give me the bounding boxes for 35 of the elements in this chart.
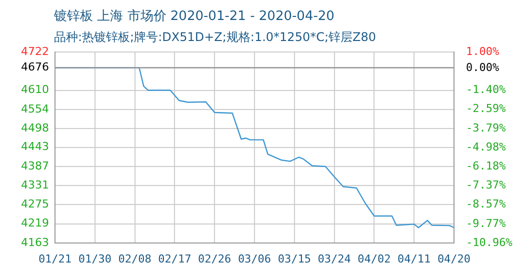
x-tick-label: 02/26 xyxy=(198,252,232,266)
y-tick-label: 4610 xyxy=(21,83,49,96)
x-tick-label: 04/11 xyxy=(398,252,431,266)
x-tick-label: 02/08 xyxy=(118,252,152,266)
y2-tick-label: -2.59% xyxy=(466,102,506,116)
y2-tick-label: -10.96% xyxy=(466,236,513,249)
x-tick-label: 01/30 xyxy=(78,252,112,266)
y2-tick-label: -7.37% xyxy=(466,178,506,192)
y2-tick-label: 0.00% xyxy=(466,60,500,74)
y-tick-label: 4219 xyxy=(21,216,49,230)
y2-tick-label: -9.77% xyxy=(466,216,506,230)
y2-tick-label: -3.79% xyxy=(466,121,506,134)
y2-tick-label: -6.18% xyxy=(466,160,506,173)
y-tick-label: 4331 xyxy=(21,178,49,192)
x-tick-label: 02/17 xyxy=(158,252,192,266)
x-tick-label: 03/06 xyxy=(238,252,272,266)
y-tick-label: 4163 xyxy=(21,236,49,249)
y-tick-label: 4443 xyxy=(21,140,49,154)
y2-tick-label: -1.40% xyxy=(466,83,506,96)
y-tick-label: 4722 xyxy=(21,44,49,58)
chart-title: 镀锌板 上海 市场价 2020-01-21 - 2020-04-20 xyxy=(54,8,334,25)
chart-subtitle: 品种:热镀锌板;牌号:DX51D+Z;规格:1.0*1250*C;锌层Z80 xyxy=(54,29,376,46)
y-tick-label: 4387 xyxy=(21,159,49,172)
x-tick-label: 03/15 xyxy=(278,252,311,266)
y2-tick-label: -8.57% xyxy=(466,198,506,211)
y-tick-label: 4554 xyxy=(21,102,49,116)
x-tick-label: 03/24 xyxy=(318,252,352,266)
x-tick-label: 04/20 xyxy=(437,252,471,266)
y2-tick-label: 1.00% xyxy=(466,44,500,58)
y-tick-label: 4275 xyxy=(21,198,49,211)
y-tick-label: 4676 xyxy=(21,60,49,74)
x-tick-label: 01/21 xyxy=(38,252,72,266)
x-tick-label: 04/02 xyxy=(358,252,391,266)
y2-tick-label: -4.98% xyxy=(466,140,506,154)
y-tick-label: 4498 xyxy=(21,121,49,134)
